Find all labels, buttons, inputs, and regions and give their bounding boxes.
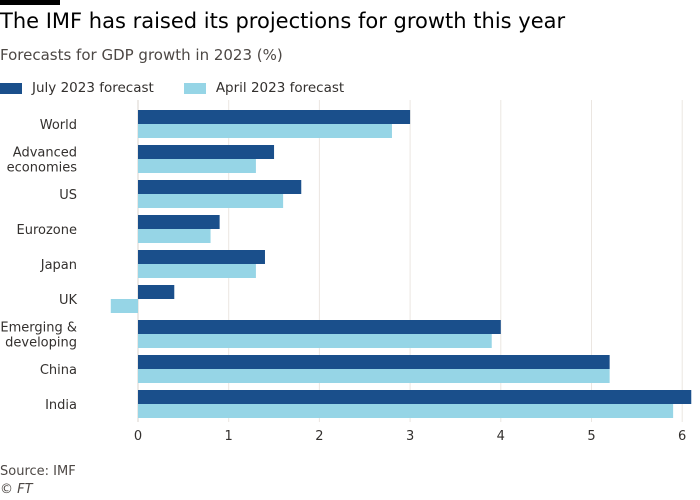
legend: July 2023 forecast April 2023 forecast <box>0 79 374 97</box>
legend-label-july: July 2023 forecast <box>32 80 154 96</box>
category-label-6-1: developing <box>5 336 77 351</box>
legend-swatch-july <box>0 82 22 94</box>
x-tick-label-4: 4 <box>497 429 505 444</box>
bar-july-4 <box>138 250 265 264</box>
bar-april-6 <box>138 334 492 348</box>
bar-april-7 <box>138 369 610 383</box>
source-note: Source: IMF <box>0 464 76 479</box>
category-label-2: US <box>59 188 77 203</box>
bar-july-8 <box>138 390 692 404</box>
legend-label-april: April 2023 forecast <box>215 80 345 96</box>
brand-bar <box>0 0 60 5</box>
category-label-6-0: Emerging & <box>0 321 77 336</box>
x-tick-label-5: 5 <box>587 429 595 444</box>
bar-april-1 <box>138 159 256 173</box>
x-tick-label-0: 0 <box>134 429 142 444</box>
bar-april-2 <box>138 194 284 208</box>
category-label-7: China <box>40 363 77 378</box>
bar-april-3 <box>138 229 211 243</box>
bar-july-7 <box>138 355 610 369</box>
category-label-4: Japan <box>40 258 77 273</box>
bar-july-2 <box>138 180 302 194</box>
bar-july-3 <box>138 215 220 229</box>
x-tick-label-2: 2 <box>315 429 323 444</box>
x-tick-label-6: 6 <box>678 429 686 444</box>
bar-july-0 <box>138 110 411 124</box>
bar-april-8 <box>138 404 674 418</box>
legend-item-april: April 2023 forecast <box>183 80 345 96</box>
copyright-credit: © FT <box>0 482 33 497</box>
legend-item-july: July 2023 forecast <box>0 80 154 96</box>
category-label-3: Eurozone <box>17 223 77 238</box>
chart-title: The IMF has raised its projections for g… <box>0 9 566 33</box>
category-label-1-0: Advanced <box>13 146 77 161</box>
x-tick-label-1: 1 <box>225 429 233 444</box>
category-label-5: UK <box>59 293 78 308</box>
category-label-0: World <box>40 118 77 133</box>
category-label-8: India <box>45 398 77 413</box>
legend-swatch-april <box>183 82 206 94</box>
chart-subtitle: Forecasts for GDP growth in 2023 (%) <box>0 46 283 64</box>
bar-april-5 <box>110 299 138 313</box>
bar-april-4 <box>138 264 256 278</box>
bar-july-6 <box>138 320 501 334</box>
category-label-1-1: economies <box>7 161 78 176</box>
bar-april-0 <box>138 124 392 138</box>
bar-july-5 <box>138 285 175 299</box>
bar-july-1 <box>138 145 275 159</box>
x-tick-label-3: 3 <box>406 429 414 444</box>
